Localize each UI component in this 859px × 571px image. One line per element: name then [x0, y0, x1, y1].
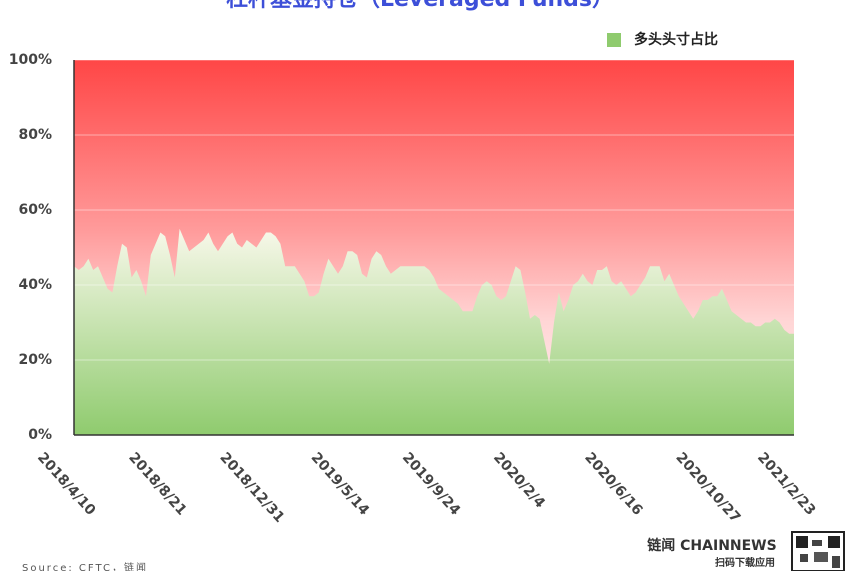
x-tick-label: 2021/2/23: [754, 450, 818, 519]
x-tick-label: 2018/8/21: [125, 450, 189, 519]
brand: 链闻 CHAINNEWS: [647, 537, 776, 554]
x-tick-label: 2019/5/14: [308, 450, 373, 519]
chart-title: 杠杆基金持仓（Leveraged Funds）: [226, 0, 614, 12]
y-tick-label: 80%: [18, 127, 52, 143]
y-tick-label: 60%: [18, 202, 52, 218]
y-tick-label: 100%: [9, 52, 52, 68]
x-tick-label: 2020/10/27: [672, 450, 743, 526]
x-tick-label: 2019/9/24: [399, 450, 464, 519]
x-tick-label: 2018/4/10: [34, 450, 99, 519]
y-tick-label: 20%: [18, 352, 52, 368]
qr-code: [791, 531, 845, 571]
y-tick-label: 0%: [28, 427, 52, 443]
x-tick-label: 2018/12/31: [216, 450, 287, 526]
x-tick-label: 2020/2/4: [490, 450, 548, 512]
area: [74, 228, 794, 435]
x-tick-label: 2020/6/16: [581, 450, 645, 519]
legend-label: 多头头寸占比: [634, 31, 718, 48]
y-tick-label: 40%: [18, 277, 52, 293]
brand-sub: 扫码下载应用: [715, 556, 775, 569]
legend-swatch: [607, 33, 621, 47]
source: Source: CFTC，链闻: [22, 561, 148, 571]
